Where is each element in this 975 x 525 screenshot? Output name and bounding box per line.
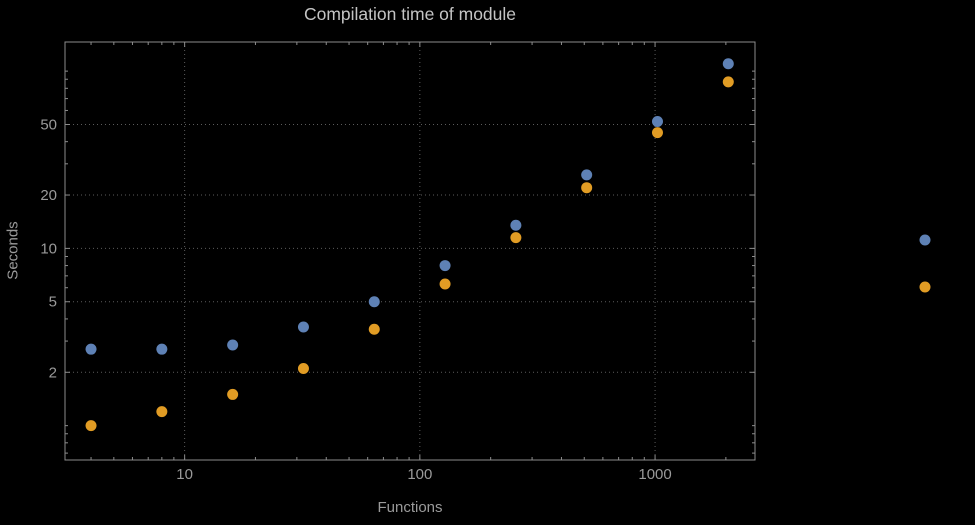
- x-tick-label: 100: [407, 466, 432, 483]
- data-point-series-blue: [85, 343, 97, 355]
- plot-frame: [64, 41, 756, 461]
- y-tick-label: 2: [49, 364, 57, 381]
- data-point-series-blue: [651, 115, 663, 127]
- data-point-series-orange: [581, 182, 593, 194]
- data-point-series-blue: [581, 169, 593, 181]
- chart-title: Compilation time of module: [303, 4, 517, 24]
- data-point-series-orange: [722, 76, 734, 88]
- x-axis-label: Functions: [377, 499, 443, 516]
- x-tick-label: 1000: [638, 466, 671, 483]
- data-point-series-orange: [368, 323, 380, 335]
- data-point-series-blue: [510, 219, 522, 231]
- data-point-series-orange: [156, 406, 168, 418]
- data-point-series-blue: [297, 321, 309, 333]
- data-point-series-orange: [651, 127, 663, 139]
- data-point-series-orange: [227, 388, 239, 400]
- data-point-series-blue: [227, 339, 239, 351]
- data-point-series-orange: [510, 232, 522, 244]
- legend-marker-blue: [919, 234, 931, 246]
- y-tick-label: 5: [49, 294, 57, 311]
- data-point-series-blue: [439, 260, 451, 272]
- data-point-series-orange: [297, 363, 309, 375]
- data-point-series-blue: [722, 58, 734, 70]
- x-tick-label: 10: [176, 466, 193, 483]
- legend-marker-orange: [919, 281, 931, 293]
- data-point-series-blue: [156, 343, 168, 355]
- y-tick-label: 10: [40, 240, 57, 257]
- data-point-series-blue: [368, 296, 380, 308]
- data-point-series-orange: [85, 420, 97, 432]
- y-tick-label: 20: [40, 187, 57, 204]
- data-point-series-orange: [439, 278, 451, 290]
- y-tick-label: 50: [40, 116, 57, 133]
